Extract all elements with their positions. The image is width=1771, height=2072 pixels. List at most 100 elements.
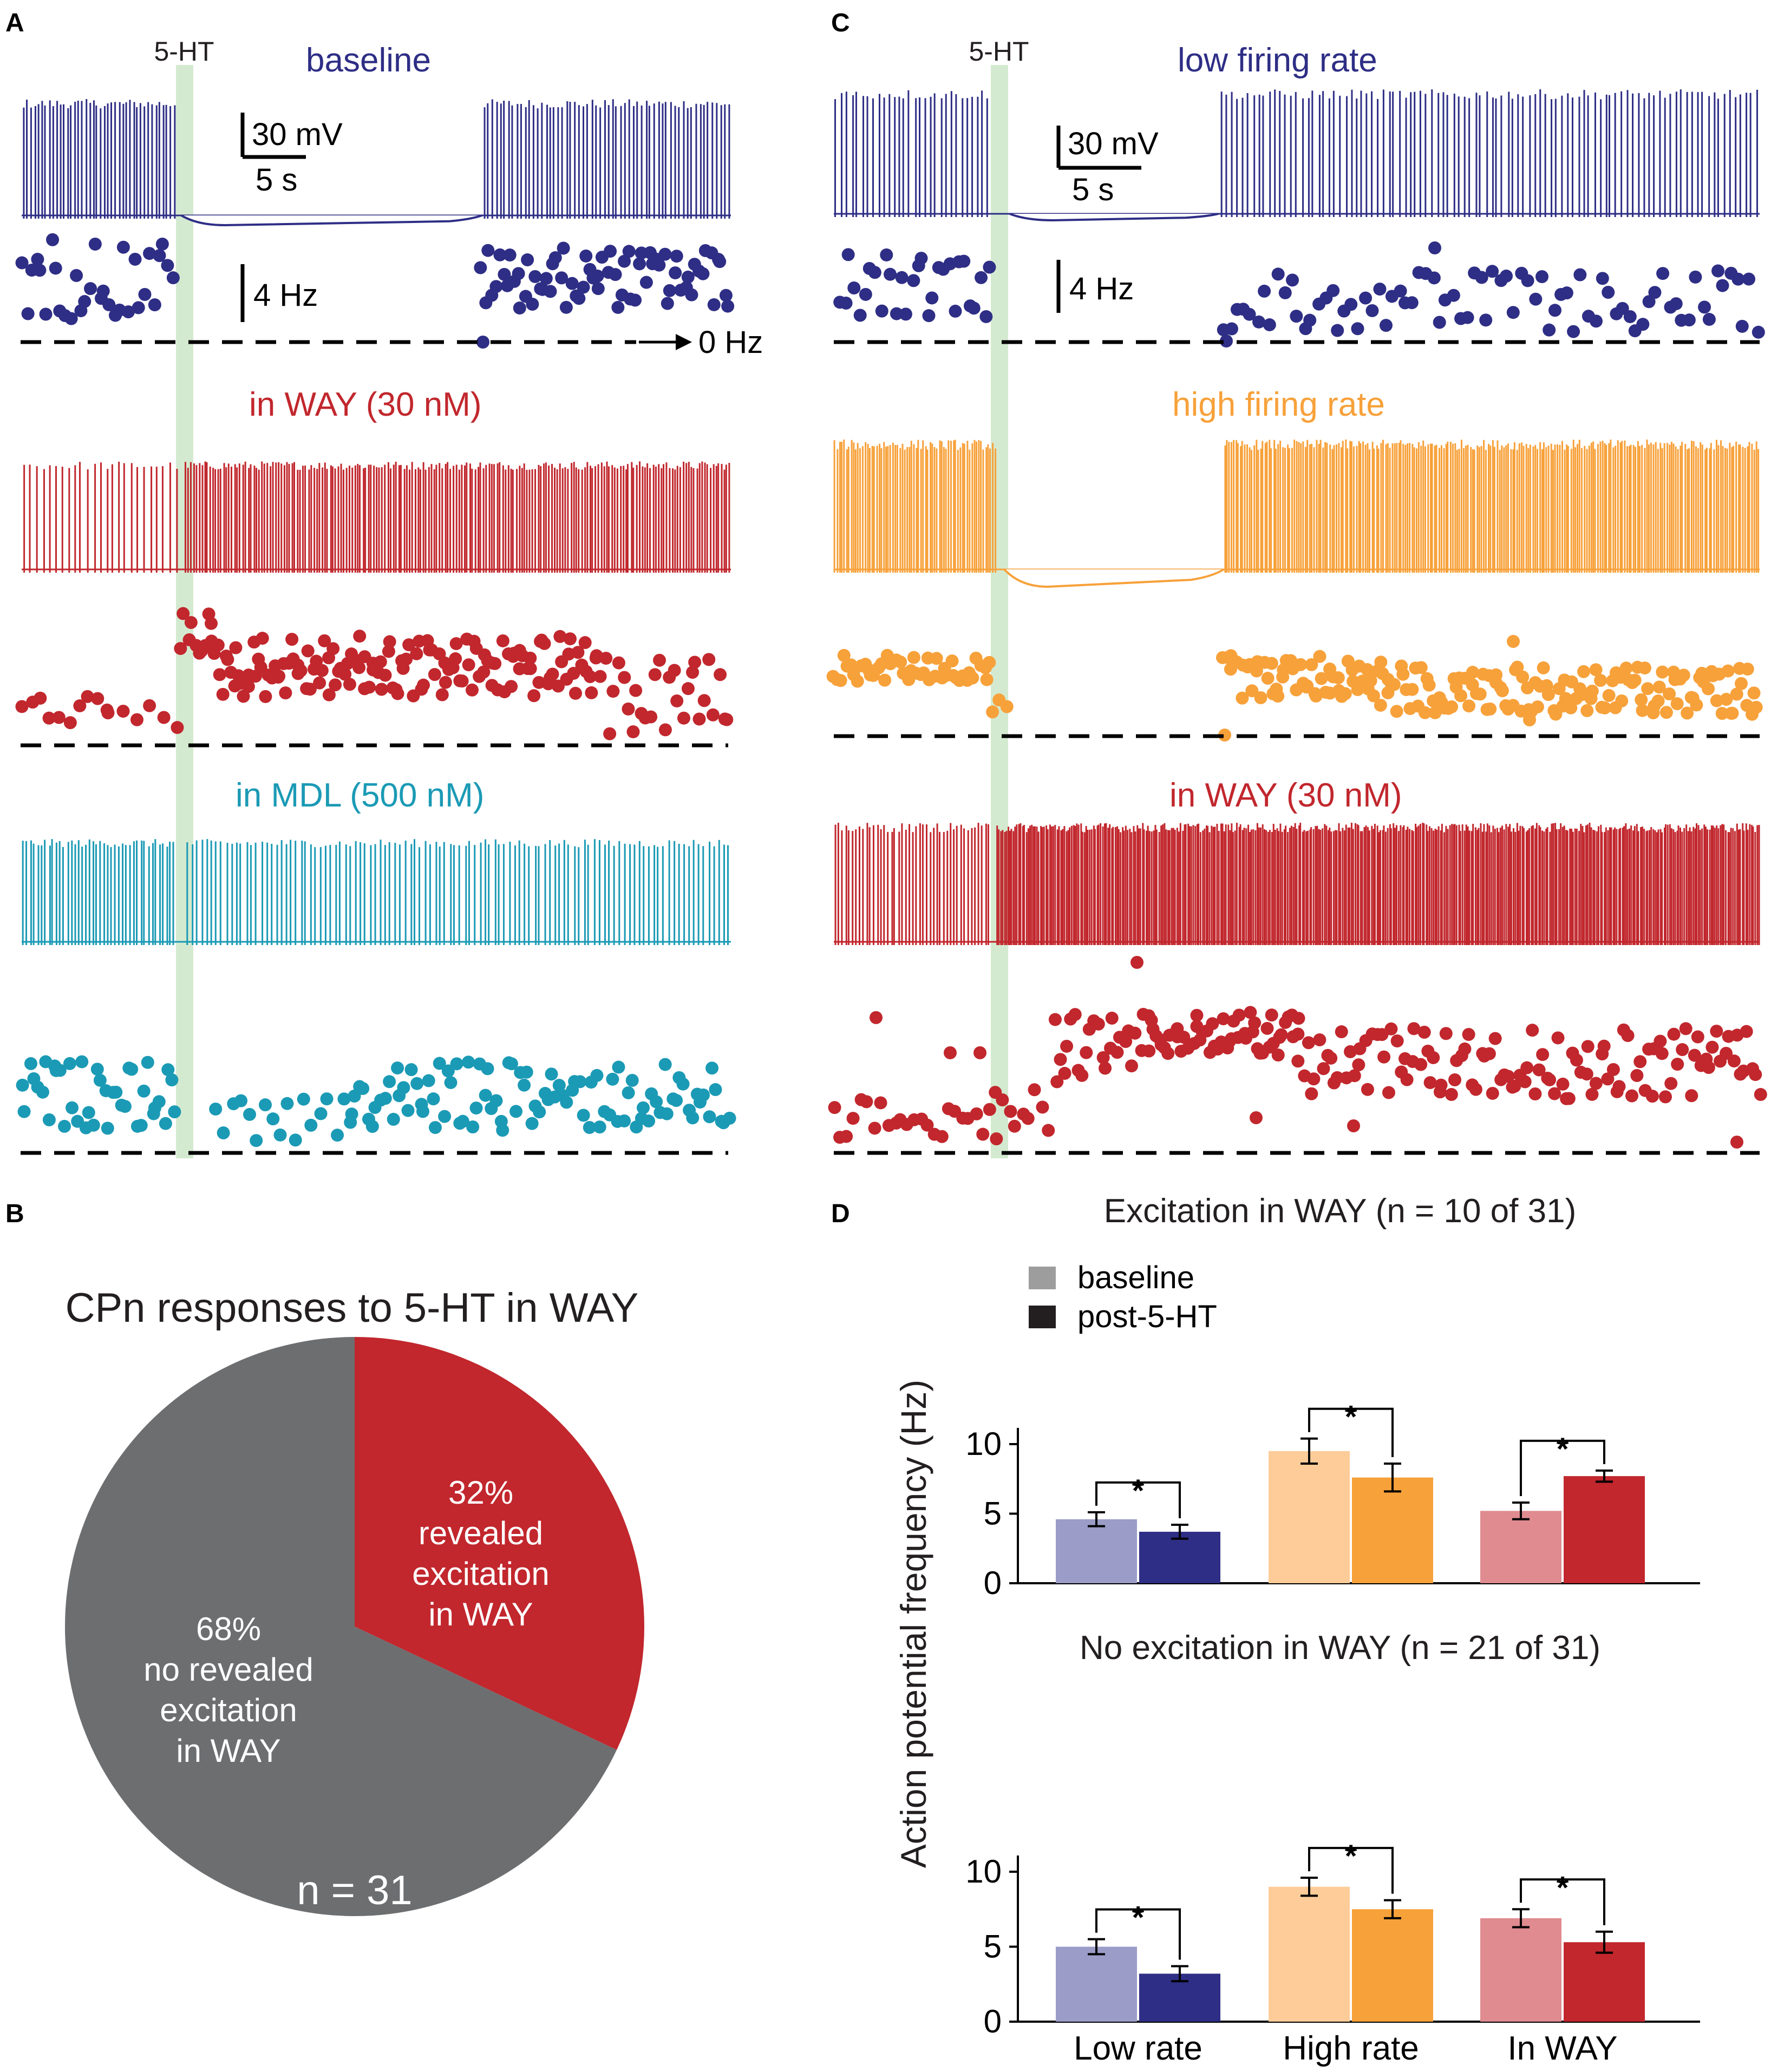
rate-dots-c-high-dot xyxy=(1495,684,1509,698)
rate-dots-c-high-dot xyxy=(1313,650,1326,663)
rate-dots-c-way-dot xyxy=(1501,1070,1515,1083)
rate-dots-c-low-dot xyxy=(949,304,962,318)
rate-dots-a-mdl-dot xyxy=(125,1063,139,1076)
rate-dots-c-way-dot xyxy=(1382,1086,1395,1099)
scale-label-hz-c: 4 Hz xyxy=(1069,271,1134,306)
rate-dots-c-high-dot xyxy=(851,674,864,688)
rate-dots-a-way-dot xyxy=(329,678,342,692)
trace-label-a-baseline: baseline xyxy=(306,42,431,79)
sig-star-2-2: * xyxy=(1557,1870,1569,1905)
rate-dots-a-mdl-dot xyxy=(444,1076,458,1090)
rate-dots-c-way-dot xyxy=(1585,1087,1599,1101)
rate-dots-c-low-dot xyxy=(925,291,939,305)
rate-dots-c-way-dot xyxy=(1528,1087,1542,1100)
trace-label-c-way: in WAY (30 nM) xyxy=(1169,777,1402,814)
rate-dots-a-baseline-dot xyxy=(21,307,35,320)
rate-dots-c-high-dot xyxy=(1749,700,1763,714)
rate-dots-c-way-dot xyxy=(1080,1046,1093,1059)
rate-dots-a-baseline-dot xyxy=(128,252,142,266)
rate-dots-c-low-dot xyxy=(1642,295,1656,309)
rate-dots-a-mdl-dot xyxy=(159,1117,172,1130)
bar-1-post-5-HT-2 xyxy=(1564,1476,1645,1583)
rate-dots-a-mdl-dot xyxy=(520,1065,533,1079)
rate-dots-c-way-dot xyxy=(1621,1029,1635,1042)
rate-dots-a-mdl-dot xyxy=(314,1107,328,1120)
rate-dots-a-way-dot xyxy=(211,638,225,652)
rate-dots-a-way-dot xyxy=(313,676,326,690)
rate-dots-a-mdl-dot xyxy=(101,1122,114,1135)
rate-dots-a-mdl-dot xyxy=(401,1104,415,1117)
rate-dots-c-way-dot xyxy=(1448,1073,1462,1087)
bar-2-post-5-HT-2 xyxy=(1564,1942,1645,2022)
rate-dots-c-way-dot xyxy=(1727,1054,1741,1068)
rate-dots-a-mdl-dot xyxy=(560,1096,573,1109)
rate-dots-c-low-dot xyxy=(1475,271,1488,284)
rate-dots-c-way-dot xyxy=(1060,1039,1074,1053)
scale-label-mv-a: 30 mV xyxy=(252,117,343,152)
rate-dots-a-mdl-dot xyxy=(612,1060,625,1074)
rate-dots-a-mdl-dot xyxy=(356,1081,370,1095)
rate-dots-a-mdl-dot xyxy=(489,1094,503,1107)
rate-dots-c-high-dot xyxy=(1594,673,1607,687)
panel-label-b: B xyxy=(5,1199,24,1228)
rate-dots-c-low-dot xyxy=(1590,314,1603,328)
rate-dots-c-way-dot xyxy=(1488,1032,1502,1045)
rate-dots-c-low-dot xyxy=(853,309,867,322)
rate-dots-c-high-dot xyxy=(1462,699,1476,713)
rate-dots-a-baseline-dot xyxy=(696,267,710,280)
rate-dots-c-high-dot xyxy=(1396,667,1410,681)
rate-dots-c-high-dot xyxy=(1236,691,1249,705)
rate-dots-c-high xyxy=(826,635,1763,742)
scale-label-s-c: 5 s xyxy=(1072,172,1114,207)
rate-dots-a-mdl-dot xyxy=(24,1057,37,1071)
rate-dots-c-low-dot xyxy=(1220,335,1233,347)
rate-dots-a-baseline-dot xyxy=(611,300,625,314)
rate-dots-a-way-dot xyxy=(157,711,171,724)
trace-label-c-high: high firing rate xyxy=(1172,386,1385,423)
rate-dots-c-high-dot xyxy=(1670,697,1684,711)
rate-dots-c-high-dot xyxy=(1541,688,1555,701)
rate-dots-a-mdl-dot xyxy=(378,1092,392,1105)
rate-dots-c-way-dot xyxy=(990,1132,1003,1145)
rate-dots-a-way-dot xyxy=(720,713,734,726)
rate-dots-c-way-dot xyxy=(1348,1069,1361,1083)
rate-dots-a-mdl-dot xyxy=(304,1118,318,1132)
rate-dots-c-way-dot xyxy=(1589,1077,1603,1090)
pie-red-line-2: revealed xyxy=(419,1515,543,1551)
rate-dots-a-way-dot xyxy=(629,684,643,697)
rate-dots-a-mdl-dot xyxy=(383,1075,396,1089)
rate-dots-c-way-dot xyxy=(874,1096,887,1110)
rate-dots-c-way-dot xyxy=(1271,1048,1285,1062)
rate-dots-a-mdl-dot xyxy=(243,1107,257,1121)
rate-dots-a-baseline-dot xyxy=(84,282,97,296)
rate-dots-a-baseline-dot xyxy=(526,298,539,311)
rate-dots-c-high-dot xyxy=(1619,661,1633,675)
rate-dots-c-way-dot xyxy=(1526,1024,1539,1037)
scale-label-s-a: 5 s xyxy=(256,162,297,198)
pie-red-line-3: excitation xyxy=(412,1556,549,1592)
rate-dots-c-way-dot xyxy=(1105,1012,1119,1025)
rate-dots-a-mdl-dot xyxy=(337,1092,351,1106)
rate-dots-a-mdl-dot xyxy=(109,1085,123,1099)
bar-chart-2-y-tick-label: 10 xyxy=(965,1853,1002,1890)
rate-dots-c-low-dot xyxy=(1573,268,1587,281)
rate-dots-c-way-dot xyxy=(1058,1067,1071,1080)
rate-dots-c-high-dot xyxy=(844,658,858,672)
rate-dots-a-mdl-dot xyxy=(165,1073,179,1087)
rate-dots-a-baseline-dot xyxy=(503,248,517,262)
rate-dots-a-mdl-dot xyxy=(723,1111,736,1125)
rate-dots-c-high-dot xyxy=(837,648,851,662)
rate-dots-c-low-dot xyxy=(895,271,909,284)
rate-dots-c-low-dot xyxy=(1506,306,1520,319)
sig-bracket-2-0 xyxy=(1095,1908,1181,1960)
rate-dots-a-mdl-dot xyxy=(387,1112,400,1126)
rate-dots-a-way-dot xyxy=(229,641,243,654)
rate-dots-a-mdl-dot xyxy=(433,1057,446,1070)
rate-dots-c-low-dot xyxy=(1326,284,1340,297)
rate-dots-c-high-dot xyxy=(1254,691,1267,705)
rate-dots-c-high-dot xyxy=(1361,663,1374,676)
rate-dots-c-way-dot xyxy=(870,1011,883,1024)
rate-dots-c-way-dot xyxy=(1423,1076,1437,1090)
rate-dots-c-low-dot xyxy=(1521,274,1534,287)
